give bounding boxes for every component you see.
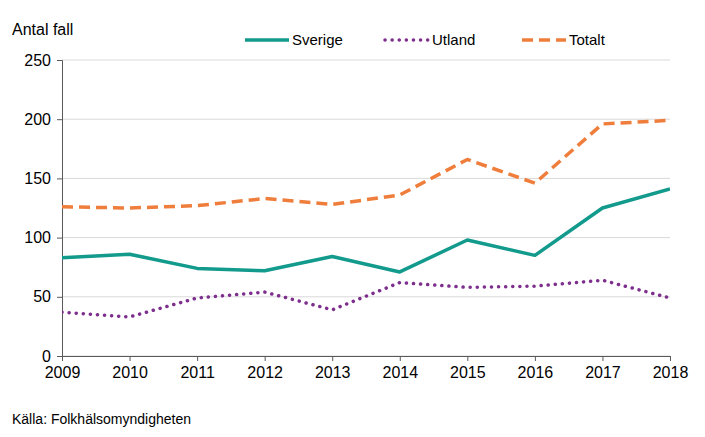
- y-tick-mark: [57, 60, 62, 61]
- legend-label: Utland: [432, 31, 475, 48]
- legend-label: Sverige: [292, 31, 343, 48]
- x-tick-mark: [535, 356, 536, 361]
- x-tick-mark: [197, 356, 198, 361]
- x-tick-mark: [130, 356, 131, 361]
- y-tick-label: 150: [24, 170, 51, 187]
- x-tick: 2012: [247, 356, 283, 381]
- y-axis-line: [57, 61, 63, 357]
- x-tick: 2018: [653, 356, 689, 381]
- grid-line: [62, 237, 670, 238]
- legend: Sverige Utland Totalt: [245, 31, 606, 48]
- y-tick-mark: [57, 238, 62, 239]
- legend-label: Totalt: [569, 31, 606, 48]
- x-tick-label: 2010: [112, 364, 148, 381]
- source: Källa: Folkhälsomyndigheten: [12, 411, 191, 427]
- x-tick: 2010: [112, 356, 148, 381]
- x-tick-mark: [265, 356, 266, 361]
- y-axis: 0 50 100 150 200 250: [24, 52, 62, 365]
- x-tick-label: 2013: [315, 364, 351, 381]
- x-tick-label: 2017: [585, 364, 621, 381]
- grid-line: [62, 119, 670, 120]
- y-tick-mark: [57, 119, 62, 120]
- x-tick-mark: [62, 356, 63, 361]
- series-line: [62, 189, 670, 272]
- y-tick-mark: [57, 297, 62, 298]
- y-tick: 50: [33, 288, 62, 305]
- y-tick-mark: [57, 178, 62, 179]
- y-tick: 100: [24, 229, 62, 246]
- x-tick-label: 2018: [653, 364, 689, 381]
- y-tick-label: 200: [24, 111, 51, 128]
- x-tick-label: 2009: [45, 364, 81, 381]
- x-tick: 2015: [450, 356, 486, 381]
- x-tick-mark: [467, 356, 468, 361]
- x-tick-mark: [602, 356, 603, 361]
- y-tick: 150: [24, 170, 62, 187]
- x-tick-label: 2015: [450, 364, 486, 381]
- chart: 0501001502002502009201020112012201320142…: [0, 0, 705, 437]
- y-tick: 200: [24, 111, 62, 128]
- series-line: [62, 120, 670, 208]
- x-tick-mark: [332, 356, 333, 361]
- x-tick-label: 2011: [180, 364, 215, 381]
- legend-swatch: [522, 38, 566, 42]
- y-tick-label: 250: [24, 52, 51, 69]
- series-line: [62, 280, 670, 317]
- x-tick-label: 2012: [247, 364, 283, 381]
- y-tick: 250: [24, 52, 62, 69]
- y-axis-title: Antal fall: [12, 21, 73, 38]
- x-tick: 2009: [45, 356, 81, 381]
- grid-line: [62, 178, 670, 179]
- y-tick-mark: [57, 356, 62, 357]
- x-tick-mark: [670, 356, 671, 361]
- grid-line: [62, 60, 670, 61]
- y-tick-label: 100: [24, 229, 51, 246]
- legend-swatch: [245, 38, 289, 42]
- plot-area: [62, 120, 670, 317]
- x-tick: 2017: [585, 356, 621, 381]
- legend-swatch: [385, 38, 429, 42]
- x-axis: 2009 2010 2011 2012 2013 2014 2015 2016 2017 2018: [45, 356, 689, 381]
- x-tick-label: 2014: [382, 364, 418, 381]
- x-tick-label: 2016: [518, 364, 554, 381]
- grid: [62, 60, 670, 356]
- y-tick: 0: [42, 348, 62, 365]
- x-axis-line: [63, 357, 671, 362]
- x-tick: 2014: [382, 356, 418, 381]
- x-tick: 2011: [180, 356, 215, 381]
- y-tick-label: 0: [42, 348, 51, 365]
- x-tick: 2016: [518, 356, 554, 381]
- x-tick: 2013: [315, 356, 351, 381]
- x-tick-mark: [400, 356, 401, 361]
- y-tick-label: 50: [33, 288, 51, 305]
